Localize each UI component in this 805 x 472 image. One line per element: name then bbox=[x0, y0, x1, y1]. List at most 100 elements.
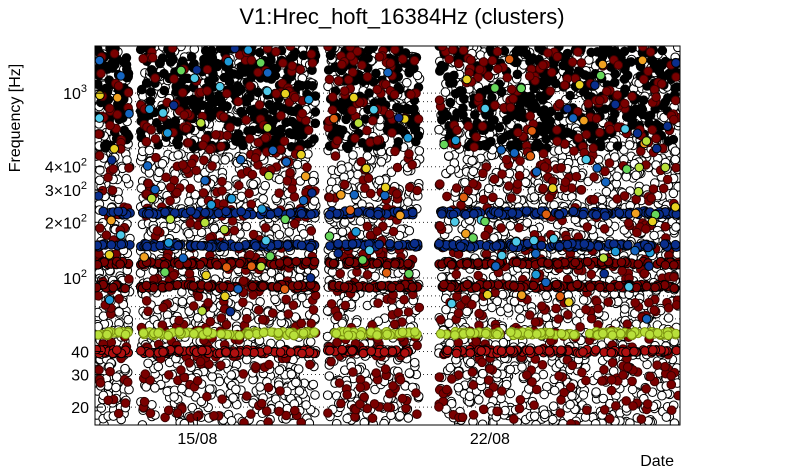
data-point bbox=[534, 46, 544, 53]
data-point bbox=[551, 303, 561, 314]
data-point bbox=[260, 180, 271, 191]
data-point bbox=[576, 185, 587, 195]
data-point bbox=[103, 395, 113, 406]
data-point bbox=[591, 387, 601, 397]
data-point bbox=[435, 315, 446, 325]
data-point bbox=[120, 363, 130, 374]
data-point bbox=[393, 307, 404, 318]
data-point bbox=[185, 183, 195, 194]
data-point bbox=[658, 183, 669, 194]
data-point bbox=[466, 357, 476, 368]
data-point bbox=[492, 46, 503, 57]
data-point bbox=[619, 46, 630, 57]
data-point bbox=[401, 403, 411, 414]
data-point bbox=[506, 193, 517, 203]
data-point bbox=[638, 46, 648, 52]
data-point bbox=[517, 362, 527, 372]
data-point bbox=[670, 146, 680, 156]
data-point bbox=[294, 386, 305, 396]
data-point bbox=[283, 309, 294, 319]
data-point bbox=[111, 382, 121, 393]
data-point bbox=[558, 419, 568, 425]
data-point bbox=[532, 138, 543, 148]
data-point bbox=[673, 390, 680, 401]
data-point bbox=[464, 391, 475, 402]
data-point bbox=[208, 98, 219, 108]
data-point bbox=[274, 229, 285, 240]
data-point bbox=[177, 296, 188, 307]
data-point bbox=[597, 51, 608, 62]
data-point bbox=[388, 226, 399, 237]
data-point bbox=[309, 196, 320, 206]
data-point bbox=[336, 398, 346, 409]
data-point bbox=[612, 141, 623, 151]
data-point bbox=[170, 116, 181, 126]
data-point bbox=[647, 125, 658, 135]
data-point bbox=[478, 404, 489, 415]
x-axis-label: Date bbox=[640, 453, 674, 470]
data-point bbox=[471, 132, 482, 142]
data-point bbox=[392, 162, 403, 173]
data-point bbox=[238, 369, 249, 379]
data-point bbox=[359, 417, 370, 425]
data-point bbox=[670, 83, 680, 94]
data-point bbox=[604, 46, 615, 56]
data-point bbox=[657, 46, 668, 56]
data-point bbox=[257, 314, 268, 325]
data-point bbox=[620, 84, 630, 94]
data-point bbox=[212, 61, 222, 72]
data-point bbox=[673, 46, 680, 53]
data-point bbox=[582, 405, 592, 416]
data-point bbox=[286, 369, 297, 380]
data-point bbox=[668, 188, 679, 199]
data-point bbox=[332, 135, 343, 146]
data-point bbox=[113, 194, 124, 205]
data-point bbox=[497, 133, 508, 144]
data-point bbox=[649, 230, 659, 241]
data-point bbox=[440, 87, 451, 97]
data-point bbox=[120, 398, 131, 408]
data-point bbox=[505, 364, 516, 375]
data-point bbox=[467, 156, 477, 166]
data-point bbox=[663, 313, 674, 323]
data-point bbox=[144, 145, 155, 156]
data-point bbox=[206, 75, 216, 86]
data-point bbox=[151, 152, 161, 163]
data-point bbox=[137, 84, 147, 95]
data-point bbox=[509, 414, 519, 424]
data-point bbox=[610, 69, 621, 79]
data-point bbox=[150, 134, 161, 144]
data-point bbox=[631, 170, 641, 181]
data-point bbox=[645, 371, 656, 382]
data-point bbox=[505, 388, 516, 399]
data-point bbox=[513, 127, 523, 138]
data-point bbox=[209, 223, 220, 234]
data-point bbox=[169, 392, 179, 402]
data-point bbox=[620, 304, 630, 314]
data-point bbox=[226, 370, 237, 380]
data-point bbox=[292, 159, 303, 170]
data-point bbox=[671, 222, 680, 232]
data-point bbox=[234, 70, 244, 80]
data-point bbox=[303, 125, 314, 135]
chart-title: V1:Hrec_hoft_16384Hz (clusters) bbox=[239, 4, 564, 29]
data-point bbox=[513, 103, 524, 114]
data-point bbox=[371, 368, 382, 378]
data-point bbox=[310, 107, 321, 117]
data-point bbox=[537, 360, 548, 370]
data-point bbox=[621, 112, 632, 122]
data-point bbox=[293, 364, 304, 374]
data-point bbox=[303, 139, 313, 149]
data-point bbox=[477, 419, 488, 425]
data-point bbox=[657, 390, 667, 401]
data-point bbox=[153, 361, 164, 372]
data-point bbox=[275, 386, 285, 396]
data-point bbox=[218, 100, 229, 110]
data-point bbox=[468, 166, 479, 177]
data-point bbox=[669, 418, 680, 425]
data-point bbox=[412, 340, 422, 351]
data-point bbox=[295, 125, 305, 136]
data-point bbox=[123, 314, 134, 325]
data-point bbox=[404, 225, 415, 236]
data-point bbox=[496, 223, 507, 233]
